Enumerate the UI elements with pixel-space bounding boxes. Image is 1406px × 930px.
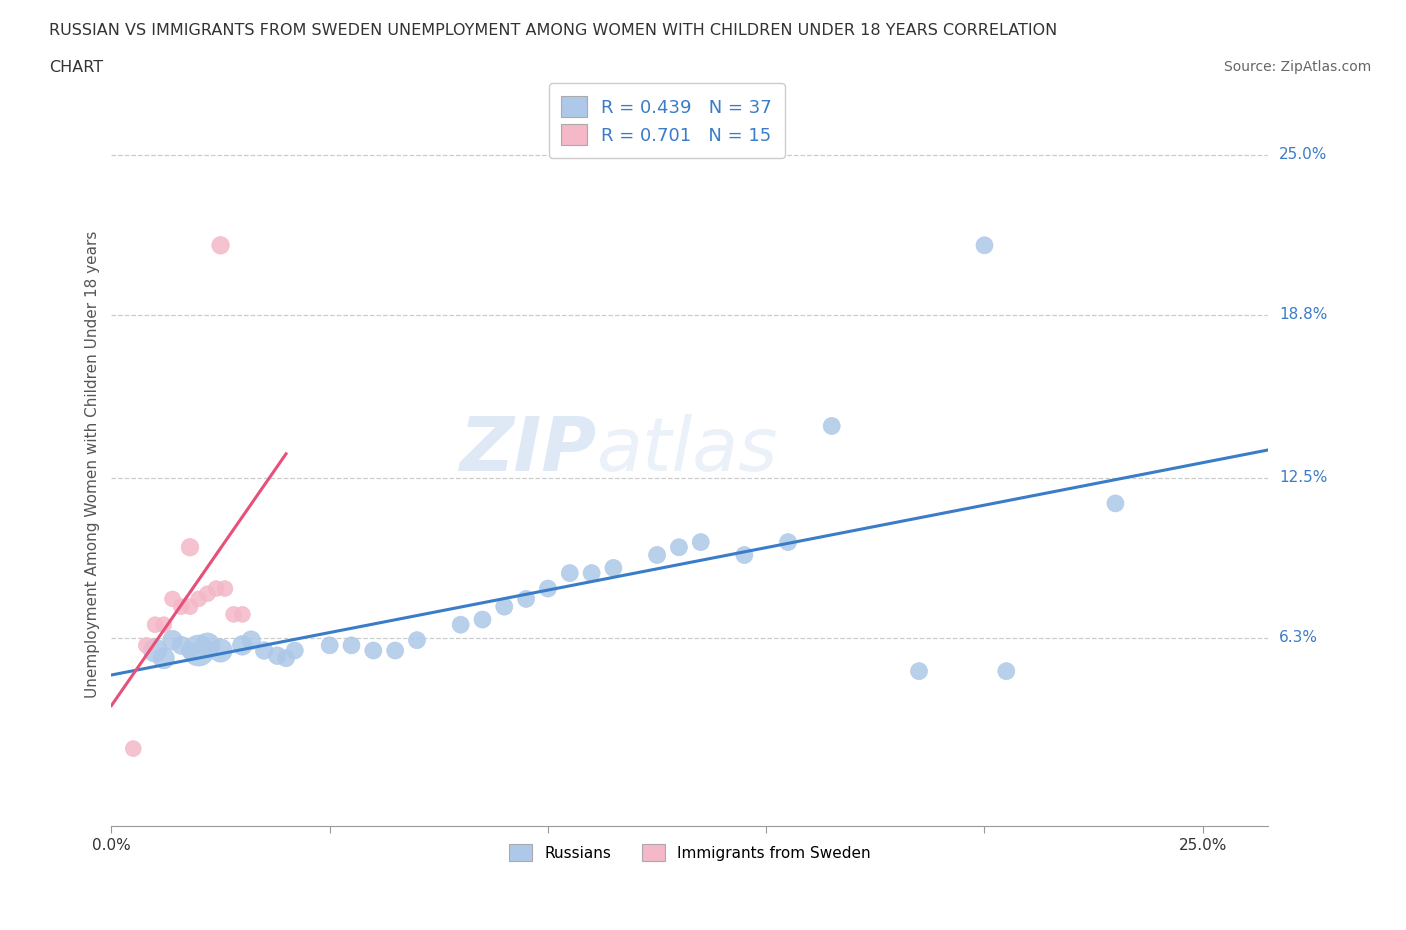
Point (494, 599, 516, 614)
Point (179, 599, 201, 614)
Point (668, 539, 690, 554)
Point (581, 565, 603, 580)
Point (821, 418, 844, 433)
Point (471, 612, 494, 627)
Text: 18.8%: 18.8% (1279, 308, 1327, 323)
Text: atlas: atlas (598, 414, 779, 486)
Point (152, 651, 174, 666)
Point (231, 607, 253, 622)
Point (908, 664, 931, 679)
Point (274, 651, 297, 666)
Point (170, 638, 193, 653)
Y-axis label: Unemployment Among Women with Children Under 18 years: Unemployment Among Women with Children U… (86, 231, 100, 698)
Point (318, 638, 340, 653)
Point (602, 561, 624, 576)
Point (733, 548, 755, 563)
Point (363, 643, 385, 658)
Point (558, 565, 581, 580)
Point (187, 643, 209, 658)
Point (162, 591, 184, 606)
Point (179, 539, 201, 554)
Point (384, 643, 406, 658)
Point (340, 638, 363, 653)
Point (222, 607, 245, 622)
Point (973, 238, 995, 253)
Point (284, 643, 307, 658)
Point (197, 586, 219, 601)
Point (253, 643, 276, 658)
Point (209, 238, 232, 253)
Point (776, 535, 799, 550)
Point (515, 591, 537, 606)
Point (162, 632, 184, 647)
Point (122, 741, 145, 756)
Point (450, 618, 472, 632)
Point (187, 591, 209, 606)
Point (406, 632, 429, 647)
Text: CHART: CHART (49, 60, 103, 75)
Text: 12.5%: 12.5% (1279, 470, 1327, 485)
Point (179, 643, 201, 658)
Point (266, 648, 288, 663)
Legend: Russians, Immigrants from Sweden: Russians, Immigrants from Sweden (502, 836, 879, 869)
Point (197, 638, 219, 653)
Point (205, 581, 228, 596)
Point (214, 581, 236, 596)
Point (231, 638, 253, 653)
Point (135, 638, 157, 653)
Point (143, 643, 166, 658)
Text: RUSSIAN VS IMMIGRANTS FROM SWEDEN UNEMPLOYMENT AMONG WOMEN WITH CHILDREN UNDER 1: RUSSIAN VS IMMIGRANTS FROM SWEDEN UNEMPL… (49, 23, 1057, 38)
Point (689, 535, 711, 550)
Point (1104, 496, 1126, 511)
Point (537, 581, 560, 596)
Point (170, 599, 193, 614)
Text: ZIP: ZIP (460, 414, 598, 486)
Point (143, 618, 166, 632)
Point (152, 618, 174, 632)
Point (995, 664, 1018, 679)
Text: 25.0%: 25.0% (1279, 148, 1327, 163)
Point (645, 548, 668, 563)
Text: 6.3%: 6.3% (1279, 631, 1319, 645)
Text: Source: ZipAtlas.com: Source: ZipAtlas.com (1223, 60, 1371, 74)
Point (209, 643, 232, 658)
Point (240, 632, 263, 647)
